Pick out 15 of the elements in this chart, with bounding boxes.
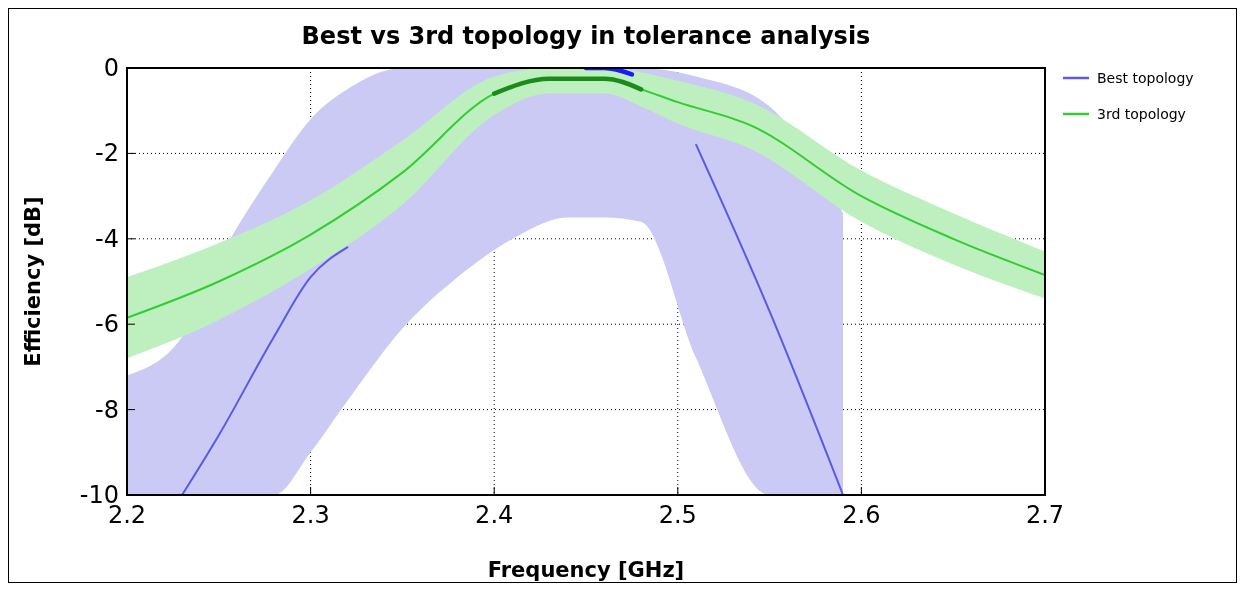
x-tick-label: 2.4 — [475, 501, 514, 529]
y-tick-label: -4 — [95, 224, 119, 253]
x-tick-label: 2.5 — [658, 501, 697, 529]
x-tick-label: 2.3 — [291, 501, 330, 529]
y-tick-label: 0 — [103, 54, 119, 82]
x-tick-label: 2.6 — [842, 501, 881, 529]
chart-title: Best vs 3rd topology in tolerance analysis — [301, 22, 871, 50]
x-tick-label: 2.7 — [1025, 501, 1065, 529]
legend-label: 3rd topology — [1097, 106, 1186, 122]
y-tick-label: -2 — [95, 139, 119, 168]
x-axis-title: Frequency [GHz] — [487, 558, 685, 582]
legend-label: Best topology — [1097, 70, 1194, 86]
y-tick-label: -8 — [95, 395, 119, 424]
y-axis-title: Efficiency [dB] — [21, 196, 45, 367]
y-tick-label: -6 — [95, 310, 119, 339]
